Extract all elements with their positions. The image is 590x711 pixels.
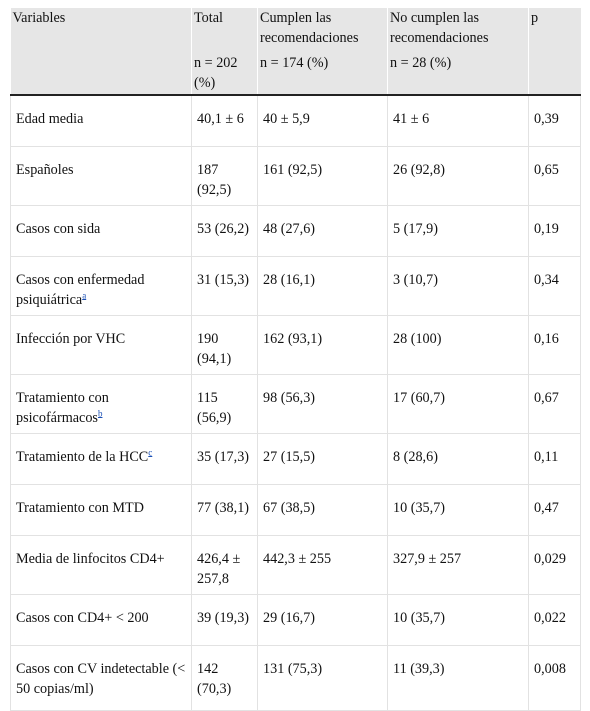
table-row: Tratamiento de la HCCc 35 (17,3) 27 (15,5)… (10, 433, 581, 485)
table-row: Casos con CV indetectable (< 50 copias/m… (10, 645, 581, 711)
cell-no-cumplen: 11 (39,3) (387, 645, 529, 711)
cell-cumplen: 29 (16,7) (257, 594, 388, 646)
cell-variable: Casos con sida (10, 205, 192, 257)
cell-total: 115 (56,9) (191, 374, 258, 434)
cell-variable: Casos con CD4+ < 200 (10, 594, 192, 646)
variable-label: Casos con sida (16, 220, 101, 237)
table-row: Tratamiento con MTD 77 (38,1) 67 (38,5) 10 … (10, 484, 581, 536)
cell-total: 77 (38,1) (191, 484, 258, 536)
header-no-cumplen: No cumplen las recomendaciones (387, 8, 529, 51)
cell-no-cumplen: 26 (92,8) (387, 146, 529, 206)
header-p-sub (528, 51, 581, 95)
cell-p: 0,022 (528, 594, 581, 646)
cell-no-cumplen: 3 (10,7) (387, 256, 529, 316)
header-no-cumplen-n: n = 28 (%) (387, 51, 529, 95)
variable-label: Casos con enfermedad psiquiátrica (16, 271, 145, 308)
cell-no-cumplen: 10 (35,7) (387, 484, 529, 536)
cell-total: 142 (70,3) (191, 645, 258, 711)
cell-p: 0,67 (528, 374, 581, 434)
cell-variable: Tratamiento con MTD (10, 484, 192, 536)
header-total: Total (191, 8, 258, 51)
cell-cumplen: 162 (93,1) (257, 315, 388, 375)
cell-no-cumplen: 28 (100) (387, 315, 529, 375)
cell-cumplen: 67 (38,5) (257, 484, 388, 536)
cell-cumplen: 442,3 ± 255 (257, 535, 388, 595)
footnote-link[interactable]: b (97, 407, 103, 418)
cell-total: 426,4 ± 257,8 (191, 535, 258, 595)
cell-cumplen: 131 (75,3) (257, 645, 388, 711)
cell-variable: Casos con CV indetectable (< 50 copias/m… (10, 645, 192, 711)
cell-p: 0,34 (528, 256, 581, 316)
variable-label: Infección por VHC (16, 330, 126, 347)
variable-label: Tratamiento con MTD (16, 499, 144, 516)
table-row: Infección por VHC 190 (94,1) 162 (93,1) 28 … (10, 315, 581, 375)
cell-p: 0,47 (528, 484, 581, 536)
cell-cumplen: 98 (56,3) (257, 374, 388, 434)
variable-label: Tratamiento de la HCC (16, 448, 149, 465)
table-body: Edad media 40,1 ± 6 40 ± 5,9 41 ± 6 0,39 Espa… (10, 95, 581, 711)
cell-variable: Españoles (10, 146, 192, 206)
cell-variable: Tratamiento de la HCCc (10, 433, 192, 485)
cell-variable: Infección por VHC (10, 315, 192, 375)
cell-variable: Edad media (10, 95, 192, 147)
footnote-link[interactable]: c (148, 446, 153, 457)
cell-no-cumplen: 5 (17,9) (387, 205, 529, 257)
cell-no-cumplen: 17 (60,7) (387, 374, 529, 434)
variable-label: Casos con CD4+ < 200 (16, 609, 149, 626)
cell-total: 35 (17,3) (191, 433, 258, 485)
table-header: Variables Total Cumplen las recomendacio… (10, 8, 581, 95)
header-variables: Variables (10, 8, 192, 51)
cell-cumplen: 161 (92,5) (257, 146, 388, 206)
cell-p: 0,008 (528, 645, 581, 711)
cell-cumplen: 28 (16,1) (257, 256, 388, 316)
cell-p: 0,19 (528, 205, 581, 257)
cell-total: 39 (19,3) (191, 594, 258, 646)
cell-variable: Tratamiento con psicofármacosb (10, 374, 192, 434)
header-total-n: n = 202 (%) (191, 51, 258, 95)
cell-p: 0,39 (528, 95, 581, 147)
cell-total: 53 (26,2) (191, 205, 258, 257)
cell-total: 31 (15,3) (191, 256, 258, 316)
cell-total: 187 (92,5) (191, 146, 258, 206)
table-row: Media de linfocitos CD4+ 426,4 ± 257,8 442… (10, 535, 581, 595)
cell-variable: Casos con enfermedad psiquiátricaa (10, 256, 192, 316)
cell-no-cumplen: 10 (35,7) (387, 594, 529, 646)
cell-variable: Media de linfocitos CD4+ (10, 535, 192, 595)
table-row: Españoles 187 (92,5) 161 (92,5) 26 (92,8) 0,… (10, 146, 581, 206)
header-cumplen-n: n = 174 (%) (257, 51, 388, 95)
header-p: p (528, 8, 581, 51)
cell-p: 0,16 (528, 315, 581, 375)
cell-total: 190 (94,1) (191, 315, 258, 375)
cell-cumplen: 48 (27,6) (257, 205, 388, 257)
cell-cumplen: 27 (15,5) (257, 433, 388, 485)
table-row: Casos con sida 53 (26,2) 48 (27,6) 5 (17,9)… (10, 205, 581, 257)
table-row: Casos con enfermedad psiquiátricaa 31 (15… (10, 256, 581, 316)
footnote-link[interactable]: a (82, 289, 87, 300)
variable-label: Media de linfocitos CD4+ (16, 550, 165, 567)
cell-no-cumplen: 8 (28,6) (387, 433, 529, 485)
header-cumplen: Cumplen las recomendaciones (257, 8, 388, 51)
variable-label: Tratamiento con psicofármacos (16, 389, 109, 426)
cell-no-cumplen: 41 ± 6 (387, 95, 529, 147)
cell-p: 0,029 (528, 535, 581, 595)
cell-total: 40,1 ± 6 (191, 95, 258, 147)
cell-p: 0,65 (528, 146, 581, 206)
results-table: Variables Total Cumplen las recomendacio… (10, 8, 581, 711)
cell-no-cumplen: 327,9 ± 257 (387, 535, 529, 595)
variable-label: Españoles (16, 161, 74, 178)
table-row: Tratamiento con psicofármacosb 115 (56,9)… (10, 374, 581, 434)
table-row: Casos con CD4+ < 200 39 (19,3) 29 (16,7) 10… (10, 594, 581, 646)
variable-label: Edad media (16, 111, 84, 127)
header-variables-sub (10, 51, 192, 95)
table-row: Edad media 40,1 ± 6 40 ± 5,9 41 ± 6 0,39 (10, 95, 581, 147)
cell-cumplen: 40 ± 5,9 (257, 95, 388, 147)
cell-p: 0,11 (528, 433, 581, 485)
